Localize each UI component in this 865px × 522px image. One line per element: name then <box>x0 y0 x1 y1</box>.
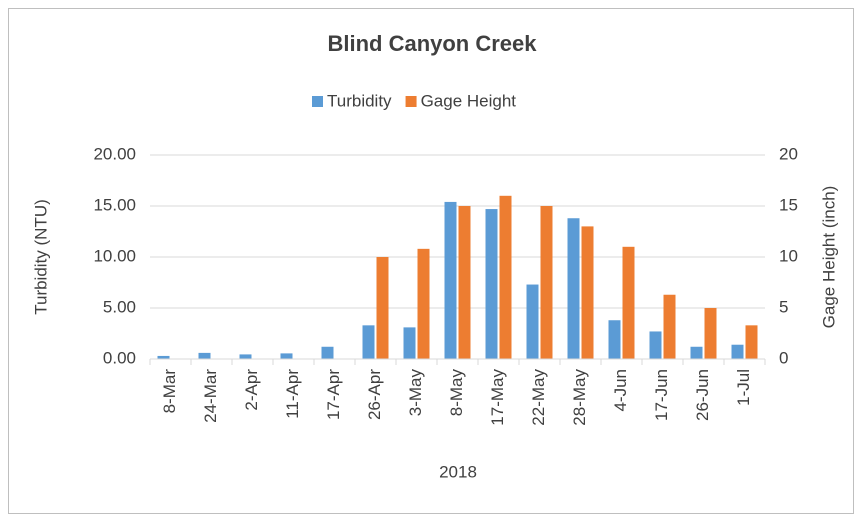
y-tick-label: 20.00 <box>93 144 136 163</box>
y-tick-label: 15.00 <box>93 195 136 214</box>
y-tick-label: 10.00 <box>93 246 136 265</box>
legend-swatch <box>312 96 323 107</box>
y2-tick-label: 15 <box>779 195 798 214</box>
x-tick-label: 11-Apr <box>283 369 302 419</box>
bar <box>198 352 211 359</box>
bar <box>745 325 758 359</box>
bar <box>608 320 621 359</box>
bar <box>280 353 293 359</box>
bar <box>376 257 389 359</box>
bar <box>731 344 744 359</box>
bar <box>321 346 334 359</box>
bar <box>540 206 553 359</box>
bar <box>239 354 252 359</box>
y2-tick-label: 5 <box>779 297 788 316</box>
bar <box>704 308 717 359</box>
x-tick-label: 17-Jun <box>652 369 671 421</box>
y-tick-label: 0.00 <box>103 348 136 367</box>
bar <box>458 206 471 359</box>
bar <box>690 346 703 359</box>
bar <box>499 195 512 359</box>
legend-label: Gage Height <box>421 91 517 110</box>
y-tick-label: 5.00 <box>103 297 136 316</box>
chart-border <box>8 8 854 514</box>
x-tick-label: 4-Jun <box>611 369 630 412</box>
bar <box>362 325 375 359</box>
x-tick-label: 17-May <box>488 369 507 426</box>
x-tick-label: 17-Apr <box>324 369 343 420</box>
x-tick-label: 22-May <box>529 369 548 426</box>
bar <box>663 294 676 359</box>
bar <box>649 331 662 359</box>
x-tick-label: 8-May <box>447 369 466 417</box>
x-axis-title: 2018 <box>439 462 477 481</box>
bar <box>417 248 430 359</box>
x-tick-label: 1-Jul <box>734 369 753 406</box>
x-tick-label: 8-Mar <box>160 369 179 414</box>
x-tick-label: 26-Jun <box>693 369 712 421</box>
x-tick-label: 3-May <box>406 369 425 417</box>
x-tick-label: 28-May <box>570 369 589 426</box>
bar <box>403 327 416 359</box>
x-tick-label: 24-Mar <box>201 369 220 423</box>
x-tick-label: 26-Apr <box>365 369 384 420</box>
x-tick-label: 2-Apr <box>242 369 261 411</box>
y2-axis-title: Gage Height (inch) <box>819 186 838 329</box>
bar <box>622 246 635 359</box>
y-axis-title: Turbidity (NTU) <box>31 199 50 315</box>
bar <box>581 226 594 359</box>
bar <box>157 355 170 359</box>
bar <box>444 201 457 359</box>
bar <box>567 218 580 359</box>
bar <box>526 284 539 359</box>
chart-title: Blind Canyon Creek <box>327 31 537 56</box>
y2-tick-label: 20 <box>779 144 798 163</box>
bar <box>485 209 498 359</box>
legend-swatch <box>405 96 417 107</box>
y2-tick-label: 10 <box>779 246 798 265</box>
y2-tick-label: 0 <box>779 348 788 367</box>
legend-label: Turbidity <box>327 91 392 110</box>
